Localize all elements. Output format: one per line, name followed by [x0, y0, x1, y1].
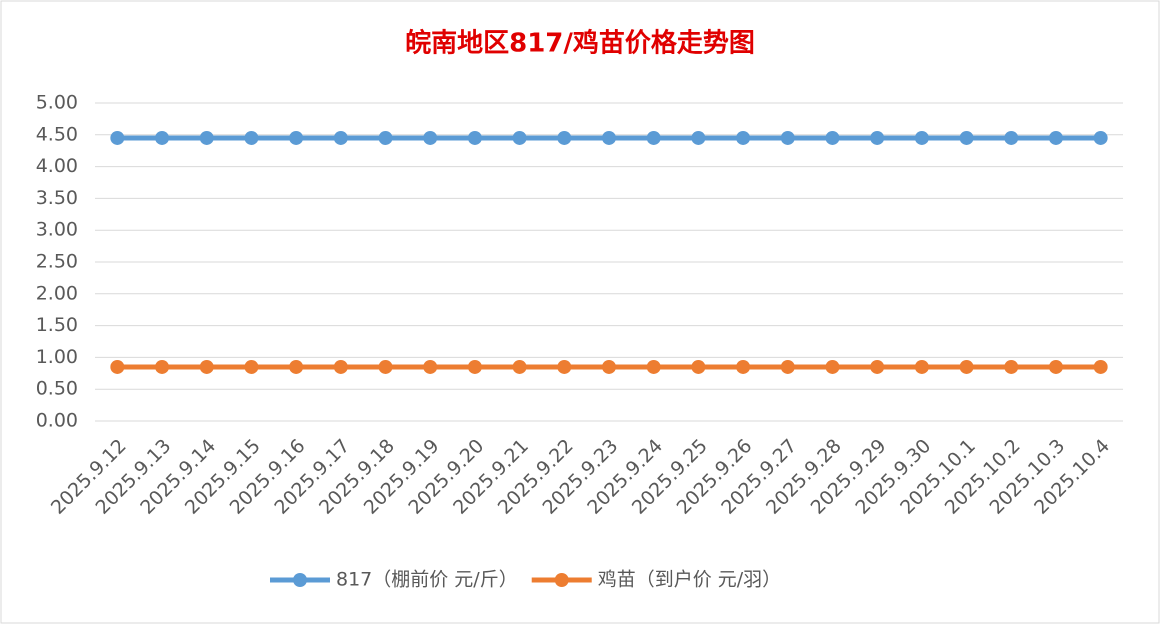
series-marker: [780, 130, 795, 145]
series-marker: [199, 130, 214, 145]
series-marker: [1004, 130, 1019, 145]
series-marker: [155, 359, 170, 374]
legend-label: 817（棚前价 元/斤）: [336, 569, 518, 591]
chart-title: 皖南地区817/鸡苗价格走势图: [405, 28, 755, 59]
series-marker: [602, 359, 616, 374]
series-marker: [914, 359, 929, 374]
series-marker: [155, 130, 170, 145]
series-marker: [289, 359, 304, 374]
series-marker: [959, 130, 974, 145]
series-marker: [467, 130, 482, 145]
series-marker: [333, 359, 348, 374]
series-marker: [646, 359, 661, 374]
series-marker: [333, 130, 348, 145]
series-marker: [289, 130, 304, 145]
series-marker: [244, 130, 259, 145]
series-marker: [512, 130, 527, 145]
series-marker: [557, 359, 572, 374]
series-marker: [691, 130, 706, 145]
series-marker: [557, 130, 572, 145]
series-marker: [959, 359, 974, 374]
series-marker: [870, 130, 885, 145]
series-marker: [244, 359, 259, 374]
series-marker: [691, 359, 706, 374]
y-tick-label: 3.50: [36, 187, 78, 209]
series-marker: [780, 359, 795, 374]
series-marker: [736, 359, 751, 374]
series-marker: [825, 130, 840, 145]
y-tick-label: 2.00: [36, 282, 78, 304]
series-marker: [646, 130, 661, 145]
y-tick-label: 5.00: [36, 92, 78, 114]
y-tick-label: 1.00: [36, 346, 78, 368]
series-marker: [914, 130, 929, 145]
y-tick-label: 4.00: [36, 155, 78, 177]
series-marker: [199, 359, 214, 374]
series-marker: [378, 130, 393, 145]
series-marker: [467, 359, 482, 374]
y-tick-label: 3.00: [36, 219, 78, 241]
series-marker: [1093, 130, 1108, 145]
series-marker: [110, 130, 125, 145]
series-marker: [1004, 359, 1019, 374]
series-marker: [870, 359, 885, 374]
series-marker: [1048, 130, 1063, 145]
y-tick-label: 2.50: [36, 251, 78, 273]
y-tick-label: 0.50: [36, 378, 78, 400]
series-marker: [110, 359, 125, 374]
series-marker: [1048, 359, 1063, 374]
legend-marker: [293, 573, 307, 587]
legend-marker: [554, 573, 569, 587]
y-tick-label: 1.50: [36, 314, 78, 336]
series-marker: [825, 359, 840, 374]
y-tick-label: 4.50: [36, 123, 78, 145]
series-marker: [1093, 359, 1108, 374]
series-marker: [423, 359, 438, 374]
y-tick-label: 0.00: [36, 410, 78, 432]
series-marker: [602, 130, 616, 145]
series-marker: [378, 359, 393, 374]
series-marker: [423, 130, 438, 145]
series-marker: [736, 130, 751, 145]
series-marker: [512, 359, 527, 374]
legend-label: 鸡苗（到户价 元/羽）: [598, 569, 781, 591]
